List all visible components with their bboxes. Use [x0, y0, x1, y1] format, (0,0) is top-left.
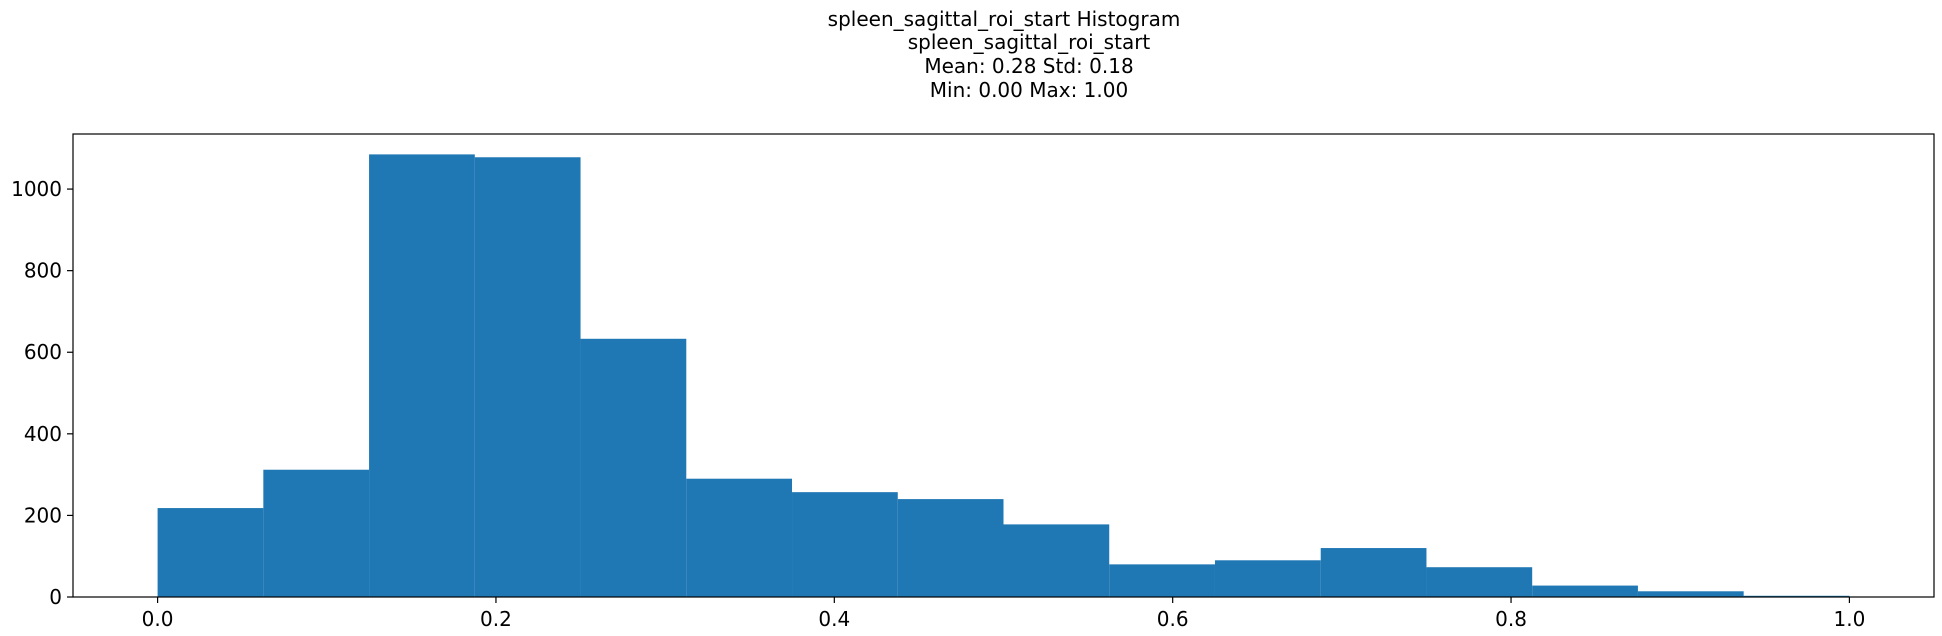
y-tick-label: 0 — [49, 585, 62, 609]
x-tick-label: 0.6 — [1157, 607, 1189, 631]
histogram-bar — [686, 478, 793, 597]
histogram-bar — [157, 508, 264, 597]
histogram-bar — [1532, 585, 1638, 597]
x-axis: 0.0 0.2 0.4 0.6 0.8 1.0 — [142, 597, 1866, 631]
histogram-bars — [157, 154, 1850, 597]
y-tick-label: 200 — [24, 503, 62, 527]
histogram-bar — [1003, 524, 1110, 597]
x-tick-label: 0.8 — [1495, 607, 1527, 631]
histogram-bar — [1743, 595, 1850, 597]
x-tick-label: 0.2 — [480, 607, 512, 631]
histogram-bar — [1214, 560, 1321, 597]
histogram-bar — [1637, 591, 1744, 597]
histogram-bar — [1426, 567, 1533, 597]
histogram-bar — [369, 154, 475, 597]
histogram-bar — [792, 492, 898, 597]
histogram-bar — [474, 157, 581, 597]
title-line: spleen_sagittal_roi_start Histogram — [828, 7, 1181, 31]
title-line: Mean: 0.28 Std: 0.18 — [924, 54, 1133, 78]
histogram-bar — [580, 338, 687, 597]
x-tick-label: 1.0 — [1834, 607, 1866, 631]
y-tick-label: 800 — [24, 259, 62, 283]
histogram-bar — [1320, 548, 1427, 597]
histogram-bar — [897, 499, 1004, 597]
histogram-bar — [1109, 564, 1215, 597]
y-tick-label: 600 — [24, 340, 62, 364]
x-tick-label: 0.0 — [142, 607, 174, 631]
histogram-bar — [263, 469, 370, 597]
title-line: Min: 0.00 Max: 1.00 — [930, 78, 1128, 102]
y-tick-label: 1000 — [11, 177, 62, 201]
y-axis: 0 200 400 600 800 1000 — [11, 177, 73, 609]
y-tick-label: 400 — [24, 422, 62, 446]
chart-title: spleen_sagittal_roi_start Histogramsplee… — [828, 7, 1181, 102]
title-line: spleen_sagittal_roi_start — [908, 30, 1151, 54]
x-tick-label: 0.4 — [818, 607, 850, 631]
plot-frame — [72, 133, 1935, 598]
